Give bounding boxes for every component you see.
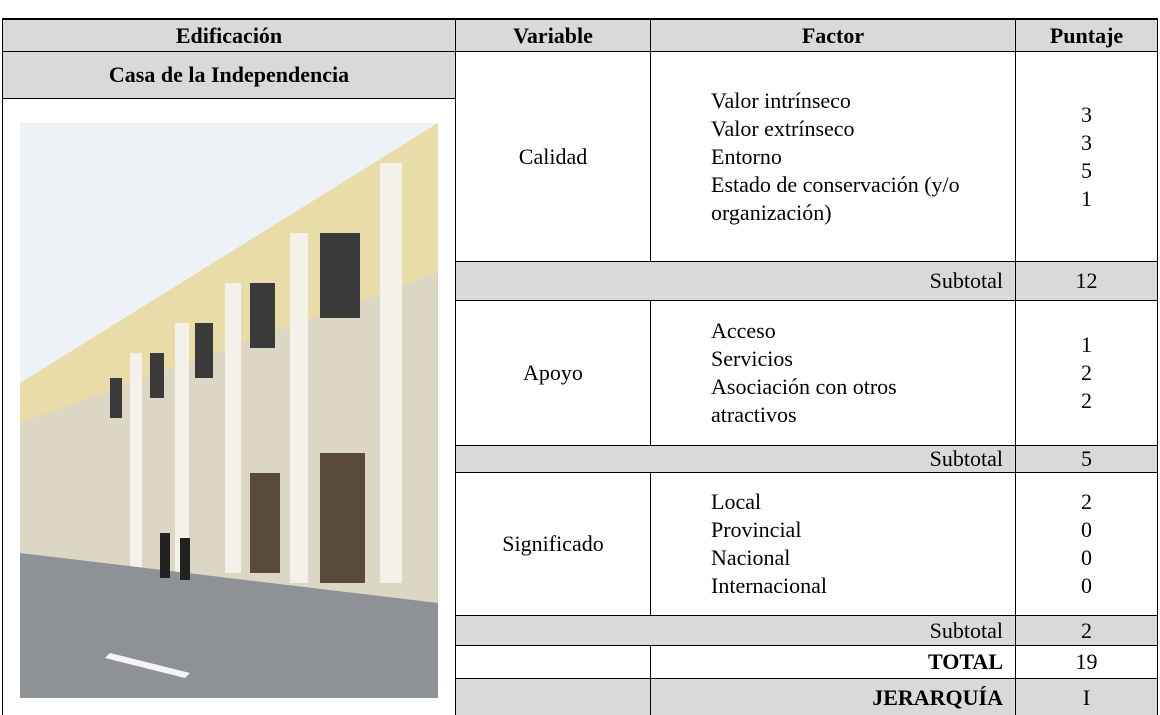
score: 2 bbox=[1081, 360, 1092, 385]
factor: Local bbox=[711, 489, 762, 514]
factor-list: Local Provincial Nacional Internacional bbox=[650, 472, 1016, 616]
score: 0 bbox=[1081, 517, 1092, 542]
factor: Valor intrínseco bbox=[711, 87, 851, 113]
header-cell: Puntaje bbox=[1015, 18, 1158, 52]
factor: Provincial bbox=[711, 517, 802, 542]
header-cell: Factor bbox=[650, 18, 1016, 52]
score-list: 1 2 2 bbox=[1015, 300, 1158, 446]
score: 3 bbox=[1081, 101, 1092, 127]
score: 2 bbox=[1081, 388, 1092, 413]
building-photo bbox=[20, 123, 438, 698]
empty-cell bbox=[455, 645, 651, 679]
factor: Servicios bbox=[711, 346, 793, 371]
score: 1 bbox=[1081, 332, 1092, 357]
subtotal-label: Subtotal bbox=[455, 615, 1016, 646]
score: 0 bbox=[1081, 545, 1092, 570]
subtotal-value: 2 bbox=[1015, 615, 1158, 646]
factor: Valor extrínseco bbox=[711, 115, 855, 141]
subtotal-label: Subtotal bbox=[455, 445, 1016, 473]
header-cell: Variable bbox=[455, 18, 651, 52]
score: 1 bbox=[1081, 185, 1092, 211]
score: 2 bbox=[1081, 489, 1092, 514]
variable-cell: Apoyo bbox=[455, 300, 651, 446]
variable-cell: Calidad bbox=[455, 51, 651, 262]
factor: Acceso bbox=[711, 318, 776, 343]
score: 3 bbox=[1081, 129, 1092, 155]
building-name: Casa de la Independencia bbox=[2, 51, 456, 99]
factor: Entorno bbox=[711, 143, 782, 169]
total-label: TOTAL bbox=[650, 645, 1016, 679]
header-cell: Edificación bbox=[2, 18, 456, 52]
factor: Nacional bbox=[711, 545, 791, 570]
factor: Estado de conservación (y/o organización… bbox=[711, 171, 960, 225]
factor: Internacional bbox=[711, 573, 828, 598]
photo-cell bbox=[2, 98, 456, 715]
empty-cell bbox=[455, 678, 651, 715]
hierarchy-value: I bbox=[1015, 678, 1158, 715]
subtotal-value: 5 bbox=[1015, 445, 1158, 473]
factor-list: Acceso Servicios Asociación con otros atra… bbox=[650, 300, 1016, 446]
subtotal-label: Subtotal bbox=[455, 261, 1016, 301]
variable-cell: Significado bbox=[455, 472, 651, 616]
hierarchy-label: JERARQUÍA bbox=[650, 678, 1016, 715]
score: 5 bbox=[1081, 157, 1092, 183]
total-value: 19 bbox=[1015, 645, 1158, 679]
factor: Asociación con otros atractivos bbox=[711, 374, 897, 427]
subtotal-value: 12 bbox=[1015, 261, 1158, 301]
score: 0 bbox=[1081, 573, 1092, 598]
factor-list: Valor intrínseco Valor extrínseco Entorno E… bbox=[650, 51, 1016, 262]
